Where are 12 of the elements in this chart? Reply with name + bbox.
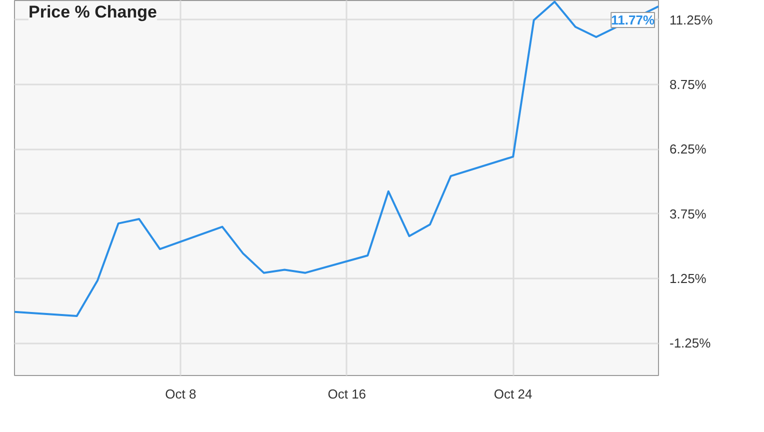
x-tick-label: Oct 8 (165, 386, 196, 402)
line-series (14, 0, 658, 318)
annotation: 11.77% (611, 12, 655, 28)
y-tick-label: 11.25% (670, 12, 714, 28)
x-tick-label: Oct 24 (494, 386, 532, 402)
y-tick-label: 3.75% (670, 206, 707, 222)
y-tick-label: 6.25% (670, 142, 707, 157)
x-tick-label: Oct 16 (328, 386, 366, 402)
y-tick-label: 8.75% (670, 77, 707, 92)
y-tick-label: -1.25% (670, 336, 712, 351)
y-tick-label: 1.25% (670, 271, 707, 286)
chart-title: Price % Change (28, 2, 157, 22)
